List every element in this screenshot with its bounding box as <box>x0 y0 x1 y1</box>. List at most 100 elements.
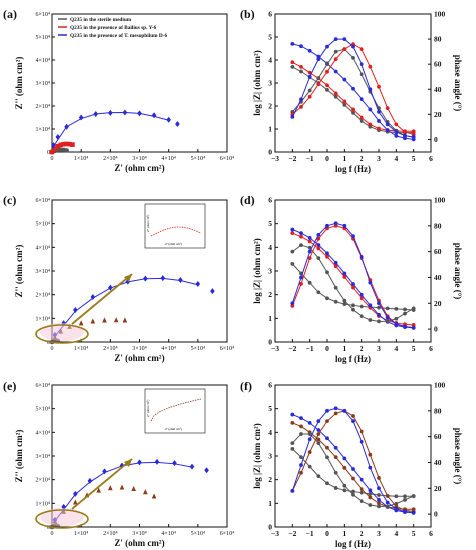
y2-tick-label: 80 <box>434 221 442 230</box>
x-tick-label: 4 <box>394 529 398 538</box>
data-point <box>394 494 399 499</box>
data-point <box>403 497 407 502</box>
data-point <box>307 94 312 99</box>
data-point <box>385 122 390 127</box>
data-point <box>394 322 399 326</box>
data-point <box>333 470 338 475</box>
x-tick-label: 3 <box>377 344 381 353</box>
data-point <box>342 465 347 470</box>
data-point <box>333 91 338 96</box>
data-point <box>325 251 329 256</box>
series-5 <box>290 37 416 139</box>
series-line <box>292 229 414 329</box>
y-tick-label: 2 <box>268 102 272 111</box>
y-tick-label: 2×10⁴ <box>36 104 50 110</box>
data-point <box>131 485 136 491</box>
data-point <box>385 315 390 320</box>
data-point <box>333 49 338 54</box>
x-tick-label: 2×10⁴ <box>103 346 117 352</box>
data-point <box>61 141 66 147</box>
data-point <box>368 452 373 457</box>
data-point <box>299 470 303 475</box>
series-5 <box>290 221 416 330</box>
data-point <box>290 447 295 451</box>
data-point <box>137 110 142 117</box>
y2-tick-label: 40 <box>434 85 442 94</box>
data-point <box>368 503 373 507</box>
x-tick-label: 1×10⁴ <box>74 531 88 537</box>
data-point <box>377 301 381 306</box>
data-point <box>143 489 148 495</box>
data-point <box>108 109 113 116</box>
data-point <box>359 487 364 492</box>
data-point <box>351 303 355 308</box>
x-tick-label: 5 <box>412 529 416 538</box>
x-tick-label: 5 <box>412 344 416 353</box>
data-point <box>325 481 329 486</box>
data-point <box>108 485 113 491</box>
y2-tick-label: 100 <box>434 381 446 390</box>
data-point <box>316 246 321 251</box>
data-point <box>299 97 303 102</box>
x-tick-label: 5×10⁴ <box>191 156 205 162</box>
data-point <box>394 122 399 127</box>
data-point <box>316 256 321 260</box>
data-point <box>73 490 78 497</box>
y-tick-label: 6 <box>268 381 272 390</box>
data-point <box>377 119 381 123</box>
y-axis-label: log |Z| (ohm cm²) <box>252 238 262 303</box>
y-axis-label: Z'' (ohm cm²) <box>14 57 24 110</box>
data-point <box>64 123 69 130</box>
x-tick-label: 5×10⁴ <box>191 531 205 537</box>
data-point <box>351 307 355 312</box>
data-point <box>359 292 364 297</box>
legend-label: Q235 in the presence of T. mesophilum D-… <box>70 33 167 39</box>
x-axis-label: Z' (ohm cm²) <box>114 353 164 363</box>
data-point <box>333 37 338 41</box>
data-point <box>342 483 347 488</box>
x-axis-label: Z' (ohm cm²) <box>114 163 164 173</box>
data-point <box>359 62 364 67</box>
data-point <box>403 307 407 312</box>
x-tick-label: 1 <box>342 529 346 538</box>
data-point <box>377 84 381 89</box>
data-point <box>333 406 338 411</box>
data-point <box>307 450 312 455</box>
data-point <box>333 486 338 490</box>
data-point <box>52 146 58 151</box>
data-point <box>351 492 355 497</box>
data-point <box>299 432 303 436</box>
data-point <box>307 432 312 436</box>
x-tick-label: 6×10⁴ <box>220 531 234 537</box>
y-axis-label: log |Z| (ohm cm²) <box>252 50 262 115</box>
zoom-arrow-head <box>124 274 132 282</box>
series-line <box>291 448 414 497</box>
data-point <box>403 324 407 329</box>
x-tick-label: 6 <box>429 154 433 163</box>
data-point <box>333 94 338 99</box>
inset-curve <box>150 398 202 422</box>
data-point <box>299 275 303 280</box>
data-point <box>394 306 399 311</box>
inset-frame <box>144 388 206 434</box>
y-tick-label: 5 <box>268 219 272 228</box>
data-point <box>342 271 347 276</box>
data-point <box>290 441 295 445</box>
data-point <box>377 493 381 497</box>
data-point <box>290 114 295 119</box>
data-point <box>359 254 364 259</box>
x-tick-label: 6×10⁴ <box>220 156 234 162</box>
data-point <box>342 223 347 228</box>
data-point <box>359 304 364 309</box>
data-point <box>325 88 329 92</box>
x-tick-label: −2 <box>288 529 296 538</box>
x-tick-label: 1×10⁴ <box>74 346 88 352</box>
data-point <box>119 484 125 490</box>
data-point <box>290 60 295 65</box>
data-point <box>342 302 347 307</box>
data-point <box>316 290 321 295</box>
x-axis-label: log f (Hz) <box>335 164 371 174</box>
data-point <box>385 128 390 133</box>
data-point <box>342 408 347 413</box>
